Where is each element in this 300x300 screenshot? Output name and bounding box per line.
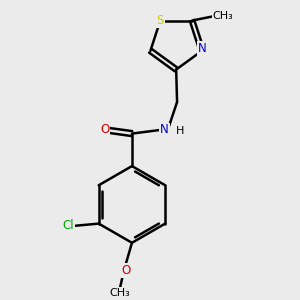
Text: CH₃: CH₃ — [109, 288, 130, 298]
Text: N: N — [197, 42, 206, 55]
Text: S: S — [157, 14, 164, 27]
Text: N: N — [160, 124, 169, 136]
Text: O: O — [100, 124, 110, 136]
Text: CH₃: CH₃ — [212, 11, 233, 21]
Text: H: H — [176, 126, 184, 136]
Text: Cl: Cl — [63, 219, 74, 232]
Text: O: O — [122, 264, 131, 277]
